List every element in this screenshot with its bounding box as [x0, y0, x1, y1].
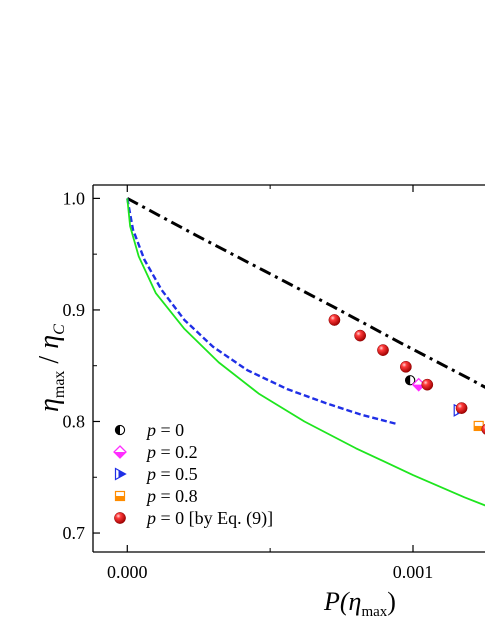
y-label-slash: / [34, 349, 65, 371]
y-label-sub2: C [51, 324, 68, 335]
legend-marker-3-fill [115, 496, 125, 501]
legend-value: = 0 [by Eq. (9)] [156, 508, 273, 529]
y-tick-label: 0.7 [63, 523, 86, 543]
marker-eq9-7-ball [400, 360, 412, 373]
legend-p-symbol: p [145, 442, 156, 462]
legend-label-1: p = 0.2 [145, 442, 198, 462]
legend-value: = 0.8 [156, 486, 198, 506]
legend-label-2: p = 0.5 [145, 464, 198, 484]
y-tick-label: 1.0 [63, 188, 86, 208]
marker-eq9-4-ball [328, 314, 341, 326]
y-axis-label: ηmax / ηC [34, 324, 68, 412]
marker-eq9-8-ball [421, 378, 434, 391]
x-label-p: P( [323, 587, 350, 616]
marker-p0-0-fill [405, 375, 411, 385]
marker-eq9-7 [400, 360, 412, 373]
series-line-dashdot-black [126, 197, 485, 389]
legend-marker-1-fill [114, 452, 126, 458]
legend-label-4: p = 0 [by Eq. (9)] [145, 508, 273, 529]
data-markers [328, 314, 485, 435]
legend-value: = 0 [156, 420, 184, 440]
marker-eq9-5 [354, 329, 366, 342]
y-tick-label: 0.9 [63, 300, 86, 320]
x-axis-label: P(ηmax) [323, 587, 396, 620]
marker-eq9-9 [455, 402, 468, 414]
axis-labels: P(ηmax)ηmax / ηC [34, 324, 396, 620]
legend-value: = 0.2 [156, 442, 198, 462]
x-label-close: ) [387, 587, 396, 616]
marker-eq9-9-ball [455, 402, 468, 414]
legend-p-symbol: p [145, 464, 156, 484]
x-tick-label: 0.001 [393, 562, 434, 582]
marker-eq9-6-ball [377, 344, 389, 356]
legend-marker-2-fill [118, 470, 126, 478]
x-label-eta: η [349, 587, 362, 616]
marker-eq9-10 [481, 423, 485, 435]
marker-eq9-4 [328, 314, 341, 326]
marker-p0-0 [404, 375, 416, 386]
x-label-sub: max [361, 604, 387, 620]
series-line-dashed-blue [126, 198, 397, 425]
series-lines [126, 197, 485, 507]
y-label-sub1: max [51, 371, 68, 399]
legend-label-0: p = 0 [145, 420, 184, 440]
legend-marker-0-fill [115, 425, 120, 435]
legend-marker-4 [114, 512, 126, 524]
legend-p-symbol: p [145, 486, 156, 506]
legend-p-symbol: p [145, 508, 156, 528]
marker-eq9-10-ball [481, 423, 485, 435]
marker-p08-3-fill [474, 425, 484, 431]
legend-marker-4-ball [114, 512, 126, 524]
legend-label-3: p = 0.8 [145, 486, 198, 506]
y-label-eta1: η [34, 398, 65, 412]
legend-marker-1 [113, 445, 127, 459]
legend-value: = 0.5 [156, 464, 198, 484]
y-label-eta2: η [34, 335, 65, 349]
marker-eq9-8 [421, 378, 434, 391]
marker-eq9-5-ball [354, 329, 366, 342]
legend-marker-3 [114, 490, 126, 502]
legend-p-symbol: p [145, 420, 156, 440]
x-tick-label: 0.000 [107, 562, 148, 582]
marker-eq9-6 [377, 344, 389, 356]
y-tick-label: 0.8 [63, 411, 86, 431]
legend-marker-2 [114, 467, 127, 481]
series-line-solid-green [126, 198, 485, 507]
legend-marker-0 [114, 424, 126, 436]
legend: p = 0p = 0.2p = 0.5p = 0.8p = 0 [by Eq. … [113, 420, 273, 529]
